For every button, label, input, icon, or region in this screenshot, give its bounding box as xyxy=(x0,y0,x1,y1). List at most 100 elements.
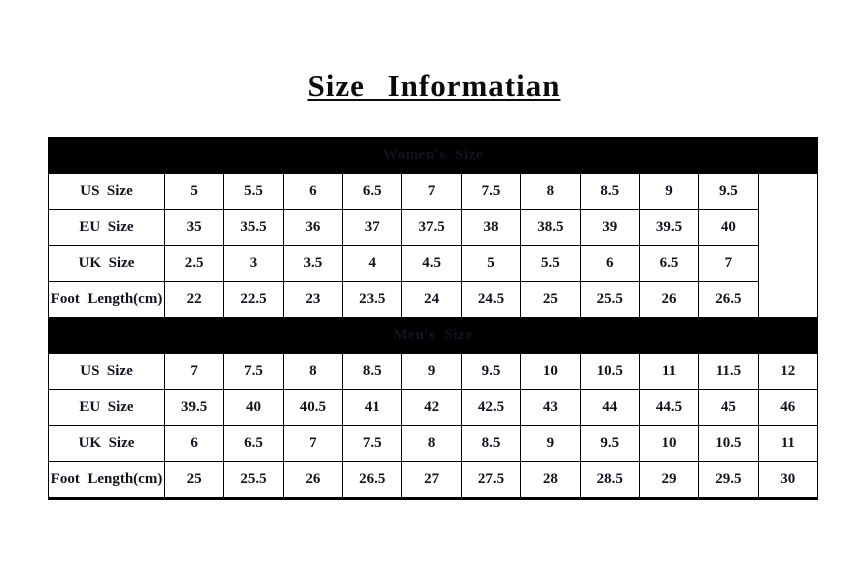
size-value-cell: 45 xyxy=(698,389,759,426)
size-value-cell: 8 xyxy=(401,425,462,462)
size-value-cell: 35 xyxy=(163,209,225,246)
size-value-cell: 8.5 xyxy=(460,425,522,462)
row-label: UK Size xyxy=(48,425,165,462)
size-value-cell: 26 xyxy=(638,281,700,318)
table-row: Foot Length(cm) 22 22.5 23 23.5 24 24.5 25 25.5 2… xyxy=(48,281,818,318)
empty-cell xyxy=(757,173,819,318)
size-value-cell: 10.5 xyxy=(698,425,759,462)
size-value-cell: 28.5 xyxy=(579,461,640,499)
size-value-cell: 22.5 xyxy=(223,281,284,318)
size-value-cell: 9.5 xyxy=(698,173,759,210)
size-value-cell: 8 xyxy=(282,353,344,390)
size-value-cell: 7 xyxy=(163,353,225,390)
row-label: EU Size xyxy=(48,209,165,246)
size-value-cell: 11 xyxy=(757,425,819,462)
size-value-cell: 5 xyxy=(163,173,225,210)
size-value-cell: 25 xyxy=(520,281,581,318)
size-value-cell: 8.5 xyxy=(579,173,640,210)
row-label: Foot Length(cm) xyxy=(48,461,165,499)
row-label: Foot Length(cm) xyxy=(48,281,165,318)
row-label: US Size xyxy=(48,173,165,210)
size-value-cell: 10.5 xyxy=(579,353,640,390)
size-value-cell: 4 xyxy=(342,245,403,282)
size-value-cell: 10 xyxy=(638,425,700,462)
size-table-body: Women's Size US Size 5 5.5 6 6.5 7 7.5 8 8.5 9 9.5 E… xyxy=(48,137,819,499)
section-header-women-s-size: Women's Size xyxy=(48,137,818,174)
size-value-cell: 35.5 xyxy=(223,209,284,246)
size-value-cell: 25.5 xyxy=(223,461,284,499)
size-value-cell: 5 xyxy=(460,245,522,282)
size-value-cell: 7.5 xyxy=(223,353,284,390)
size-value-cell: 4.5 xyxy=(401,245,462,282)
size-value-cell: 39 xyxy=(579,209,640,246)
size-value-cell: 39.5 xyxy=(638,209,700,246)
size-value-cell: 38 xyxy=(460,209,522,246)
size-value-cell: 7 xyxy=(698,245,759,282)
size-value-cell: 41 xyxy=(342,389,403,426)
size-value-cell: 23 xyxy=(282,281,344,318)
size-value-cell: 44 xyxy=(579,389,640,426)
size-value-cell: 27.5 xyxy=(460,461,522,499)
size-value-cell: 42.5 xyxy=(460,389,522,426)
size-value-cell: 5.5 xyxy=(223,173,284,210)
size-value-cell: 40 xyxy=(698,209,759,246)
size-value-cell: 22 xyxy=(163,281,225,318)
section-header-men-s-size: Men's Size xyxy=(48,317,818,354)
size-value-cell: 36 xyxy=(282,209,344,246)
size-table: Women's Size US Size 5 5.5 6 6.5 7 7.5 8 8.5 9 9.5 E… xyxy=(48,137,819,500)
table-row: EU Size 35 35.5 36 37 37.5 38 38.5 39 39.5 40 xyxy=(48,209,818,246)
size-value-cell: 2.5 xyxy=(163,245,225,282)
size-value-cell: 38.5 xyxy=(520,209,581,246)
table-row: US Size 7 7.5 8 8.5 9 9.5 10 10.5 11 11.5 12 xyxy=(48,353,819,390)
size-value-cell: 24.5 xyxy=(460,281,522,318)
size-value-cell: 9 xyxy=(638,173,700,210)
size-value-cell: 3.5 xyxy=(282,245,344,282)
size-value-cell: 27 xyxy=(401,461,462,499)
table-row: Foot Length(cm) 25 25.5 26 26.5 27 27.5 28 28.5 2… xyxy=(48,461,819,499)
size-value-cell: 43 xyxy=(520,389,581,426)
size-value-cell: 9.5 xyxy=(460,353,522,390)
size-value-cell: 8 xyxy=(520,173,581,210)
size-value-cell: 6.5 xyxy=(342,173,403,210)
size-value-cell: 3 xyxy=(223,245,284,282)
section-header-row-men-s-size: Men's Size xyxy=(48,317,818,354)
size-value-cell: 23.5 xyxy=(342,281,403,318)
size-value-cell: 12 xyxy=(757,353,819,390)
size-value-cell: 40 xyxy=(223,389,284,426)
section-header-row-women-s-size: Women's Size xyxy=(48,137,818,174)
table-row: UK Size 6 6.5 7 7.5 8 8.5 9 9.5 10 10.5 11 xyxy=(48,425,819,462)
row-label: UK Size xyxy=(48,245,165,282)
size-value-cell: 6 xyxy=(579,245,640,282)
size-value-cell: 8.5 xyxy=(342,353,403,390)
page-title: Size Informatian xyxy=(307,68,561,103)
size-value-cell: 44.5 xyxy=(638,389,700,426)
size-value-cell: 28 xyxy=(520,461,581,499)
table-row: UK Size 2.5 3 3.5 4 4.5 5 5.5 6 6.5 7 xyxy=(48,245,818,282)
size-value-cell: 9.5 xyxy=(579,425,640,462)
size-value-cell: 25.5 xyxy=(579,281,640,318)
size-value-cell: 29 xyxy=(638,461,700,499)
size-value-cell: 46 xyxy=(757,389,819,426)
size-value-cell: 6.5 xyxy=(223,425,284,462)
size-value-cell: 26.5 xyxy=(342,461,403,499)
size-value-cell: 9 xyxy=(520,425,581,462)
size-value-cell: 6 xyxy=(282,173,344,210)
row-label: US Size xyxy=(48,353,165,390)
size-value-cell: 37.5 xyxy=(401,209,462,246)
size-value-cell: 7 xyxy=(401,173,462,210)
size-value-cell: 6 xyxy=(163,425,225,462)
size-value-cell: 40.5 xyxy=(282,389,344,426)
size-value-cell: 10 xyxy=(520,353,581,390)
size-value-cell: 9 xyxy=(401,353,462,390)
size-value-cell: 7.5 xyxy=(460,173,522,210)
row-label: EU Size xyxy=(48,389,165,426)
size-value-cell: 39.5 xyxy=(163,389,225,426)
size-value-cell: 7.5 xyxy=(342,425,403,462)
size-value-cell: 26.5 xyxy=(698,281,759,318)
size-value-cell: 5.5 xyxy=(520,245,581,282)
size-value-cell: 11.5 xyxy=(698,353,759,390)
size-value-cell: 26 xyxy=(282,461,344,499)
size-value-cell: 6.5 xyxy=(638,245,700,282)
size-value-cell: 42 xyxy=(401,389,462,426)
